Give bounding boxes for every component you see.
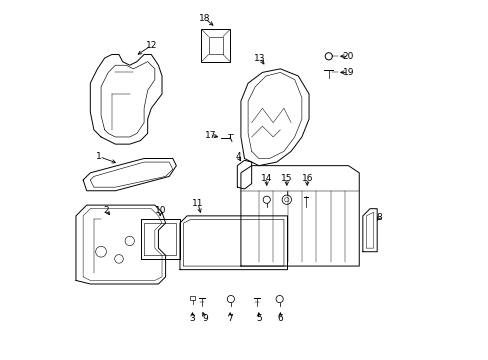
Text: 3: 3 [189,314,195,323]
Text: 20: 20 [342,52,353,61]
Text: 4: 4 [235,152,241,161]
Text: 15: 15 [281,174,292,183]
Text: 19: 19 [342,68,353,77]
Text: 16: 16 [301,174,312,183]
Text: 2: 2 [103,206,109,215]
Text: 12: 12 [145,41,157,50]
Bar [208,37,223,54]
Text: 13: 13 [254,54,265,63]
Text: 8: 8 [375,213,381,222]
Text: 7: 7 [227,314,233,323]
Bar [201,30,230,62]
Text: 11: 11 [192,199,203,208]
Text: 9: 9 [202,314,207,323]
Text: 18: 18 [199,14,210,23]
Text: 14: 14 [261,174,272,183]
Text: 10: 10 [154,206,165,215]
Text: 17: 17 [204,131,216,140]
Bar [189,296,195,300]
Text: 1: 1 [96,152,102,161]
Text: 5: 5 [255,314,261,323]
Text: 6: 6 [277,314,283,323]
